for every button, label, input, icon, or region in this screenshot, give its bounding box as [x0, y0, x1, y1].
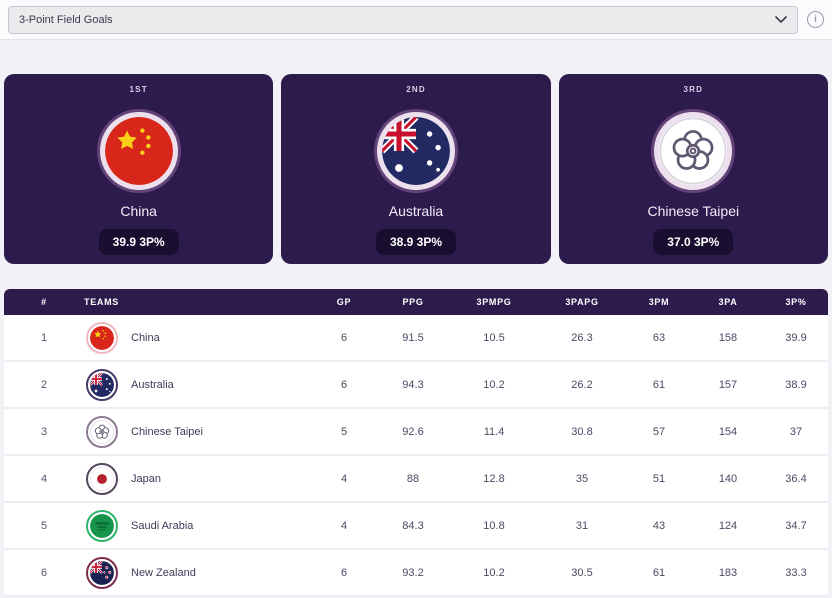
3pa-cell: 158 [718, 331, 738, 344]
3pct-cell: 36.4 [785, 472, 807, 485]
japan-flag-icon [86, 462, 118, 495]
col-3pm: 3PM [648, 297, 670, 307]
col-3pmpg: 3PMPG [476, 297, 512, 307]
podium-card-2nd: 2ND Australia 38.9 3P% [281, 74, 551, 264]
team-name: Saudi Arabia [131, 519, 194, 532]
3pct-cell: 38.9 [785, 378, 807, 391]
3pmpg-cell: 10.2 [483, 566, 505, 579]
3pm-cell: 61 [652, 566, 666, 579]
info-icon[interactable]: i [807, 11, 824, 28]
gp-cell: 6 [340, 331, 348, 344]
podium-stat-badge: 37.0 3P% [653, 229, 734, 255]
gp-cell: 4 [340, 472, 348, 485]
rank-cell: 5 [40, 519, 48, 532]
team-name: Australia [131, 378, 174, 391]
3pm-cell: 63 [652, 331, 666, 344]
stat-category-value: 3-Point Field Goals [19, 13, 113, 26]
ppg-cell: 91.5 [402, 331, 424, 344]
col-3pa: 3PA [718, 297, 738, 307]
rank-cell: 4 [40, 472, 48, 485]
3pa-cell: 157 [718, 378, 738, 391]
team-name: Chinese Taipei [131, 425, 203, 438]
australia-flag-icon [86, 368, 118, 401]
col-ppg: PPG [402, 297, 424, 307]
table-row-new-zealand: 6 New Zealand 6 93.2 10.2 30.5 61 183 33… [4, 550, 828, 597]
china-flag-icon [99, 112, 178, 190]
podium-cards: 1ST China 39.9 3P% 2ND Australia 38.9 3P… [0, 40, 832, 264]
3papg-cell: 31 [575, 519, 589, 532]
podium-card-3rd: 3RD Chinese Taipei 37.0 3P% [558, 74, 828, 264]
3pm-cell: 61 [652, 378, 666, 391]
3papg-cell: 30.5 [571, 566, 593, 579]
3pct-cell: 34.7 [785, 519, 807, 532]
stats-table: # TEAMS GP PPG 3PMPG 3PAPG 3PM 3PA 3P% 1… [4, 289, 828, 597]
gp-cell: 6 [340, 378, 348, 391]
ppg-cell: 92.6 [402, 425, 424, 438]
3papg-cell: 26.2 [571, 378, 593, 391]
table-row-china: 1 China 6 91.5 10.5 26.3 63 158 39.9 [4, 315, 828, 362]
3papg-cell: 35 [575, 472, 589, 485]
ppg-cell: 84.3 [402, 519, 424, 532]
ppg-cell: 88 [406, 472, 420, 485]
rank-cell: 2 [40, 378, 48, 391]
3pm-cell: 57 [652, 425, 666, 438]
col-teams: TEAMS [84, 297, 119, 307]
table-row-australia: 2 Australia 6 94.3 10.2 26.2 61 157 38.9 [4, 362, 828, 409]
podium-stat-badge: 38.9 3P% [375, 229, 457, 255]
gp-cell: 6 [340, 566, 348, 579]
australia-flag-icon [376, 112, 455, 190]
3pm-cell: 51 [652, 472, 666, 485]
rank-cell: 3 [40, 425, 48, 438]
podium-card-1st: 1ST China 39.9 3P% [4, 74, 274, 264]
ppg-cell: 94.3 [402, 378, 424, 391]
3pm-cell: 43 [652, 519, 666, 532]
3pa-cell: 154 [718, 425, 738, 438]
gp-cell: 5 [340, 425, 348, 438]
table-row-japan: 4 Japan 4 88 12.8 35 51 140 36.4 [4, 456, 828, 503]
3pmpg-cell: 11.4 [483, 425, 505, 438]
podium-rank-label: 3RD [683, 85, 704, 94]
team-name: China [131, 331, 160, 344]
3pa-cell: 140 [718, 472, 738, 485]
podium-rank-label: 2ND [406, 85, 426, 94]
col-rank: # [41, 297, 47, 307]
stat-category-select[interactable]: 3-Point Field Goals [8, 5, 798, 34]
podium-team-name: Chinese Taipei [647, 203, 740, 219]
podium-stat-badge: 39.9 3P% [98, 229, 179, 255]
3pmpg-cell: 10.2 [483, 378, 505, 391]
col-3papg: 3PAPG [565, 297, 599, 307]
chinese-taipei-flag-icon [86, 415, 118, 448]
team-name: Japan [131, 472, 161, 485]
3pa-cell: 183 [718, 566, 738, 579]
col-3pct: 3P% [785, 297, 807, 307]
chinese-taipei-flag-icon [654, 112, 733, 190]
new-zealand-flag-icon [86, 556, 118, 589]
table-row-chinese-taipei: 3 Chinese Taipei 5 92.6 11.4 30.8 57 154… [4, 409, 828, 456]
rank-cell: 6 [40, 566, 48, 579]
saudi-arabia-flag-icon [86, 509, 118, 542]
3pmpg-cell: 10.5 [483, 331, 505, 344]
table-row-saudi-arabia: 5 Saudi Arabia 4 84.3 10.8 31 43 124 34.… [4, 503, 828, 550]
col-gp: GP [336, 297, 352, 307]
ppg-cell: 93.2 [402, 566, 424, 579]
table-header: # TEAMS GP PPG 3PMPG 3PAPG 3PM 3PA 3P% [4, 289, 828, 315]
3papg-cell: 30.8 [571, 425, 593, 438]
gp-cell: 4 [340, 519, 348, 532]
3pmpg-cell: 10.8 [483, 519, 505, 532]
chevron-down-icon [775, 15, 787, 24]
3pmpg-cell: 12.8 [483, 472, 505, 485]
3pct-cell: 37 [789, 425, 803, 438]
podium-team-name: Australia [388, 203, 444, 219]
3papg-cell: 26.3 [571, 331, 593, 344]
rank-cell: 1 [40, 331, 48, 344]
3pct-cell: 39.9 [785, 331, 807, 344]
china-flag-icon [86, 321, 118, 354]
podium-team-name: China [120, 203, 157, 219]
3pa-cell: 124 [718, 519, 738, 532]
topbar: 3-Point Field Goals i [0, 0, 832, 40]
team-name: New Zealand [131, 566, 196, 579]
podium-rank-label: 1ST [129, 85, 148, 94]
3pct-cell: 33.3 [785, 566, 807, 579]
